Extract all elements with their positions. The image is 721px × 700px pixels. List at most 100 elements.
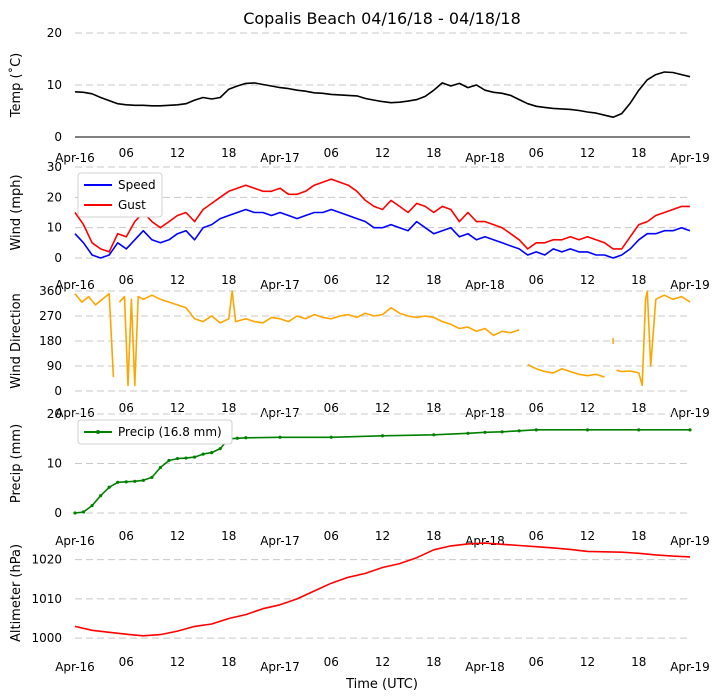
series-marker-precip-15 [201,452,205,456]
x-tick-label-temp: 12 [375,146,390,160]
x-tick-label-wind: Apr-19 [670,278,710,292]
panel-precip: 0 10 20 Precip (mm) Apr-16 06 12 18 Apr-17 06 12 18… [9,407,710,548]
series-marker-precip-29 [534,428,538,432]
x-tick-label-alt: 18 [221,655,236,669]
x-tick-label-alt: Apr-17 [260,660,300,674]
x-tick-label-dir: 06 [529,401,544,415]
series-line-dir-direction-2 [527,363,605,378]
y-tick-label-dir: 360 [39,284,62,298]
x-tick-label-dir: Apr-17 [260,406,300,420]
x-tick-label-wind: Apr-17 [260,278,300,292]
series-marker-precip-10 [158,465,163,470]
x-tick-label-temp: 06 [324,146,339,160]
x-tick-label-dir: 18 [221,401,236,415]
x-tick-label-precip: Apr-18 [465,534,505,548]
x-tick-label-temp: 18 [631,146,646,160]
x-tick-label-wind: Apr-16 [55,278,95,292]
series-marker-precip-7 [133,479,137,483]
x-tick-label-wind: 12 [375,273,390,287]
x-tick-label-precip: 06 [529,529,544,543]
x-tick-label-temp: Apr-16 [55,151,95,165]
x-tick-label-alt: 12 [170,655,185,669]
series-marker-precip-6 [124,480,128,484]
x-tick-label-dir: 18 [631,401,646,415]
series-line-wind-speed [74,208,691,259]
x-tick-label-dir: 12 [170,401,185,415]
x-tick-label-precip: 06 [119,529,134,543]
x-tick-label-temp: 12 [170,146,185,160]
series-marker-precip-8 [141,478,145,482]
y-tick-label-alt: 1020 [31,553,62,567]
x-tick-label-temp: Apr-18 [465,151,505,165]
series-marker-precip-23 [380,434,385,438]
series-marker-precip-4 [107,485,111,489]
series-marker-precip-13 [184,456,188,460]
series-line-wind-gust [74,178,690,253]
x-tick-label-dir: 12 [580,401,595,415]
x-tick-label-temp: 06 [119,146,134,160]
y-tick-label-dir: 270 [39,309,62,323]
x-tick-label-alt: Apr-16 [55,660,95,674]
x-tick-label-alt: 12 [375,655,390,669]
x-tick-label-precip: 18 [426,529,441,543]
x-tick-label-alt: Apr-18 [465,660,505,674]
x-tick-label-precip: 12 [170,529,185,543]
x-tick-label-precip: Apr-17 [260,534,300,548]
series-line-dir-direction-1 [118,290,520,387]
y-tick-label-wind: 0 [54,251,62,265]
panel-temp: 0 10 20 Temp (˚C) Apr-16 06 12 18 Apr-17 06 12 18 Ap… [8,26,710,165]
series-marker-precip-20 [244,436,248,440]
x-tick-label-temp: Apr-17 [260,151,300,165]
series-marker-precip-19 [235,436,239,440]
x-tick-label-wind: Apr-18 [465,278,505,292]
series-marker-precip-21 [278,435,282,439]
y-tick-label-wind: 10 [47,221,62,235]
series-line-temp-temp [74,71,691,118]
series-marker-precip-2 [90,503,94,508]
x-tick-label-precip: 06 [324,529,339,543]
x-tick-label-temp: 06 [529,146,544,160]
series-marker-precip-27 [500,430,504,434]
x-tick-label-dir: 12 [375,401,390,415]
legend-marker-precip [96,430,100,434]
series-marker-precip-30 [585,428,590,432]
panel-alt: 1000 1010 1020 Altimeter (hPa) Apr-16 06 12 18 A… [9,542,710,674]
x-tick-label-alt: 06 [529,655,544,669]
series-marker-precip-16 [210,451,214,455]
y-tick-label-alt: 1000 [31,631,62,645]
panel-dir: 0 90 180 270 360 Wind Direction Apr-16 06 12 18 Ap… [9,284,710,420]
chart-title: Copalis Beach 04/16/18 - 04/18/18 [243,9,521,28]
x-tick-label-dir: 06 [119,401,134,415]
series-marker-precip-28 [517,429,521,433]
x-tick-label-dir: 18 [426,401,441,415]
x-tick-label-wind: 12 [170,273,185,287]
x-axis-label: Time (UTC) [345,677,418,692]
x-tick-label-precip: Apr-19 [670,534,710,548]
y-tick-label-precip: 0 [54,506,62,520]
legend-label-precip-0: Precip (16.8 mm) [118,425,222,439]
x-tick-label-temp: Apr-19 [670,151,710,165]
y-axis-label-dir: Wind Direction [9,293,24,389]
x-tick-label-precip: 12 [375,529,390,543]
x-tick-label-wind: 18 [631,273,646,287]
series-marker-precip-17 [218,447,222,451]
x-tick-label-precip: 18 [631,529,646,543]
series-line-dir-direction-0 [74,293,115,378]
x-tick-label-alt: 18 [426,655,441,669]
x-tick-label-temp: 12 [580,146,595,160]
y-tick-label-temp: 10 [47,78,62,92]
x-tick-label-dir: Apr-19 [670,406,710,420]
y-axis-label-wind: Wind (mph) [9,174,24,250]
x-tick-label-precip: 18 [221,529,236,543]
x-tick-label-wind: 06 [119,273,134,287]
y-axis-label-temp: Temp (˚C) [8,53,24,119]
y-tick-label-wind: 30 [47,160,62,174]
series-marker-precip-9 [150,475,154,479]
series-marker-precip-26 [483,430,487,434]
series-marker-precip-5 [116,480,120,484]
x-tick-label-alt: 18 [631,655,646,669]
series-marker-precip-3 [99,494,103,498]
series-marker-precip-1 [81,510,86,514]
x-tick-label-dir: Apr-16 [55,406,95,420]
